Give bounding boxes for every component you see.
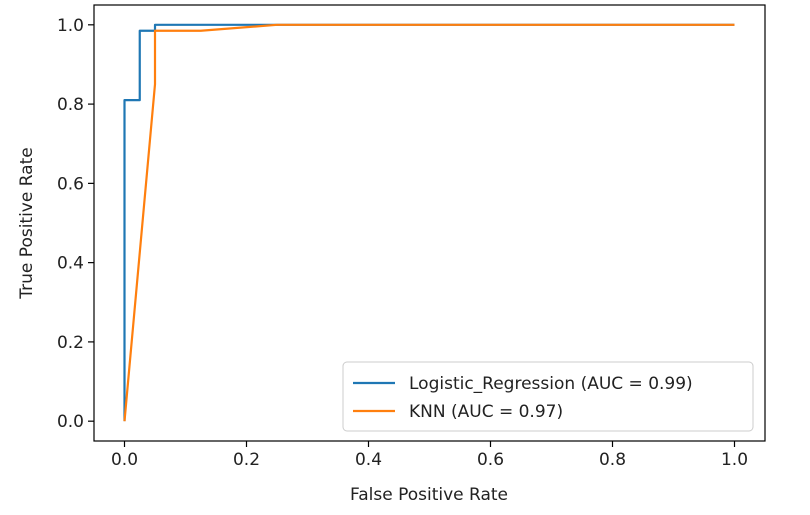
x-axis-ticks: 0.0 0.2 0.4 0.6 0.8 1.0 xyxy=(111,441,748,470)
y-axis-ticks: 0.0 0.2 0.4 0.6 0.8 1.0 xyxy=(57,16,94,432)
x-tick-label: 0.4 xyxy=(355,450,382,470)
plot-area-frame xyxy=(93,4,766,442)
y-tick-label: 0.2 xyxy=(57,333,84,353)
y-tick-label: 1.0 xyxy=(57,16,84,36)
x-tick-label: 0.6 xyxy=(477,450,504,470)
x-tick-label: 0.2 xyxy=(233,450,260,470)
legend: Logistic_Regression (AUC = 0.99) KNN (AUC… xyxy=(342,361,754,432)
legend-box xyxy=(342,361,754,432)
series-layer xyxy=(123,23,735,422)
series-line-1 xyxy=(123,23,735,422)
x-tick-label: 0.8 xyxy=(599,450,626,470)
y-axis-label: True Positive Rate xyxy=(17,147,37,299)
legend-label: KNN (AUC = 0.97) xyxy=(409,402,563,422)
x-axis-label: False Positive Rate xyxy=(350,485,508,505)
y-tick-label: 0.6 xyxy=(57,174,84,194)
y-tick-label: 0.0 xyxy=(57,412,84,432)
series-line-0 xyxy=(123,23,735,422)
y-tick-label: 0.8 xyxy=(57,95,84,115)
legend-label: Logistic_Regression (AUC = 0.99) xyxy=(409,374,693,394)
y-tick-label: 0.4 xyxy=(57,254,84,274)
x-tick-label: 0.0 xyxy=(111,450,138,470)
x-tick-label: 1.0 xyxy=(721,450,748,470)
